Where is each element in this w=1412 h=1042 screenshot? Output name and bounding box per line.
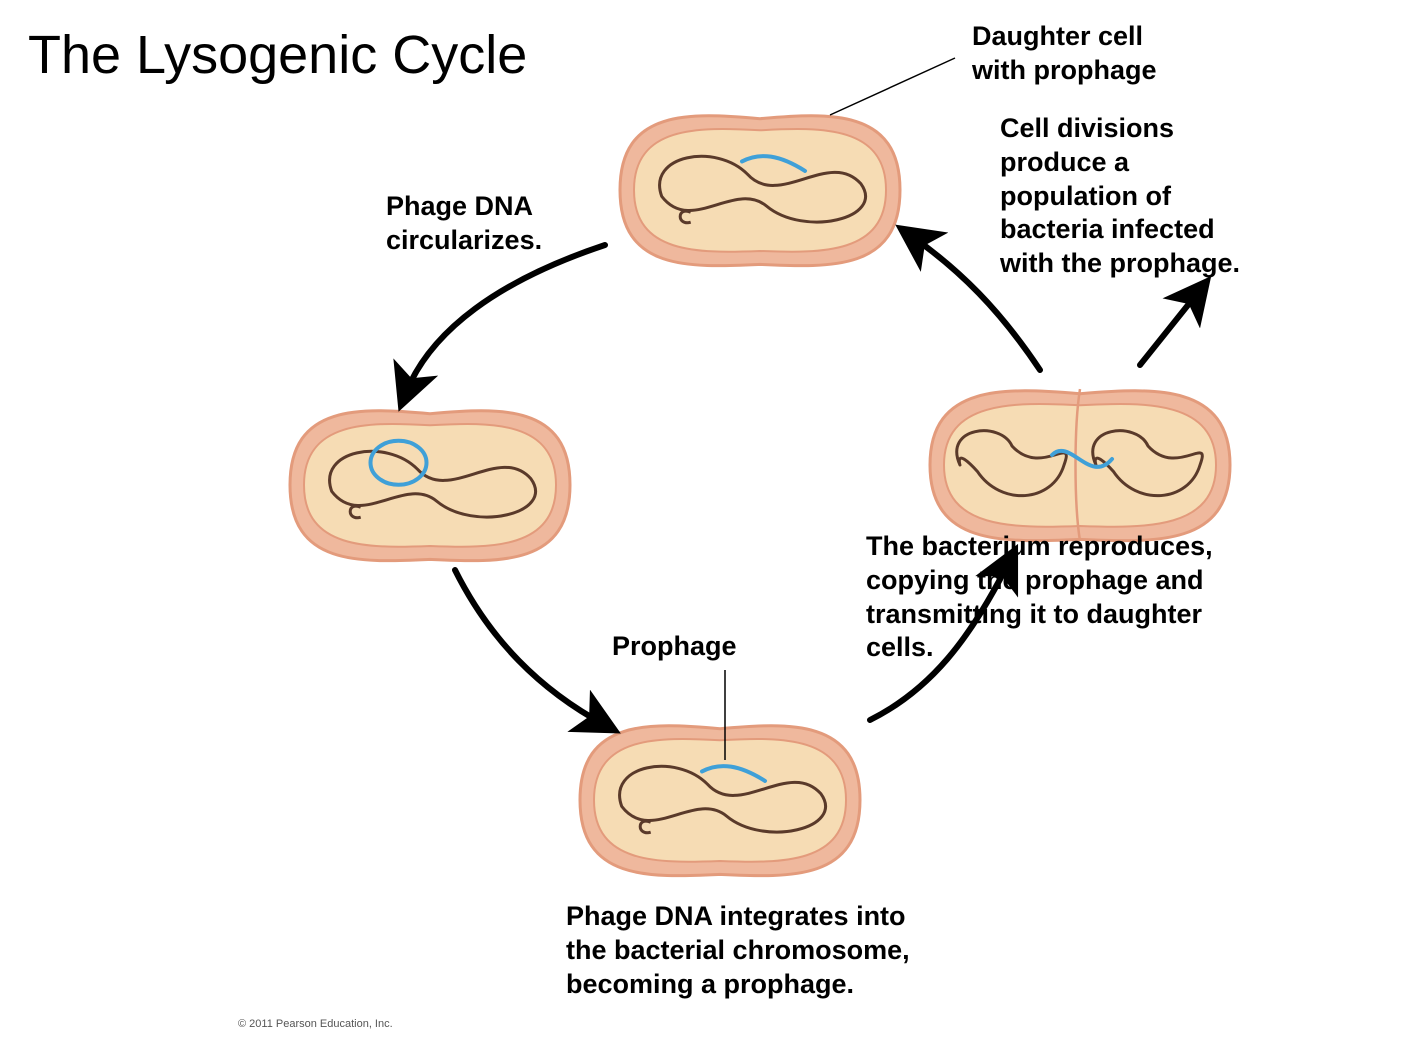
copyright-text: © 2011 Pearson Education, Inc.: [238, 1018, 393, 1030]
bacterium-cell: [620, 116, 900, 266]
cycle-arrow: [1140, 290, 1200, 365]
page-title: The Lysogenic Cycle: [28, 24, 527, 86]
pointer-line: [830, 58, 955, 115]
label-prophage: Prophage: [612, 630, 737, 664]
bacterium-cell: [930, 389, 1230, 541]
label-integrates: Phage DNA integrates into the bacterial …: [566, 900, 910, 1001]
label-cell-divisions: Cell divisions produce a population of b…: [1000, 112, 1240, 281]
bacterium-cell: [580, 726, 860, 876]
label-daughter-cell: Daughter cell with prophage: [972, 20, 1157, 88]
bacterium-cell: [290, 411, 570, 561]
label-circularizes: Phage DNA circularizes.: [386, 190, 542, 258]
cycle-arrow: [405, 245, 605, 395]
cycle-arrow: [455, 570, 605, 725]
label-reproduces: The bacterium reproduces, copying the pr…: [866, 530, 1213, 665]
